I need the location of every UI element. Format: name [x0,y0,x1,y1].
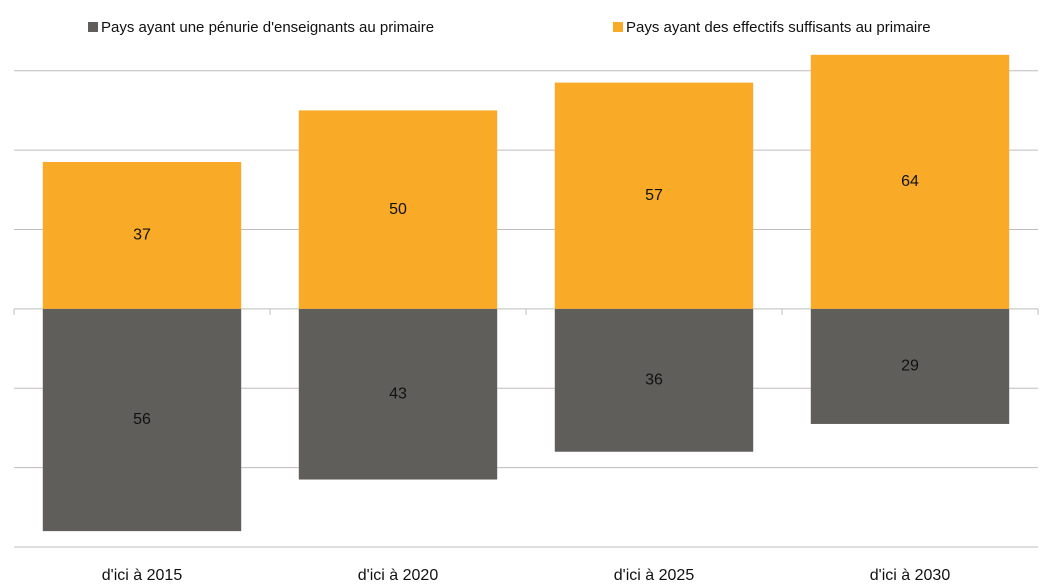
legend-label: Pays ayant une pénurie d'enseignants au … [101,19,434,36]
bar [42,308,242,532]
bar [810,308,1010,424]
data-label: 36 [645,372,663,389]
x-tick-label: d'ici à 2015 [102,567,183,584]
bar [810,54,1010,309]
x-tick-label: d'ici à 2025 [614,567,695,584]
legend-label: Pays ayant des effectifs suffisants au p… [626,19,931,36]
data-label: 29 [901,358,919,375]
x-tick-label: d'ici à 2030 [870,567,951,584]
bar [554,82,754,309]
bar [554,308,754,452]
data-label: 56 [133,411,151,428]
legend-swatch [613,22,623,32]
data-label: 50 [389,201,407,218]
bar [298,110,498,309]
data-label: 57 [645,187,663,204]
bar [298,308,498,480]
data-label: 37 [133,227,151,244]
data-label: 64 [901,173,919,190]
data-label: 43 [389,385,407,402]
legend-swatch [88,22,98,32]
bar [42,161,242,309]
x-tick-label: d'ici à 2020 [358,567,439,584]
